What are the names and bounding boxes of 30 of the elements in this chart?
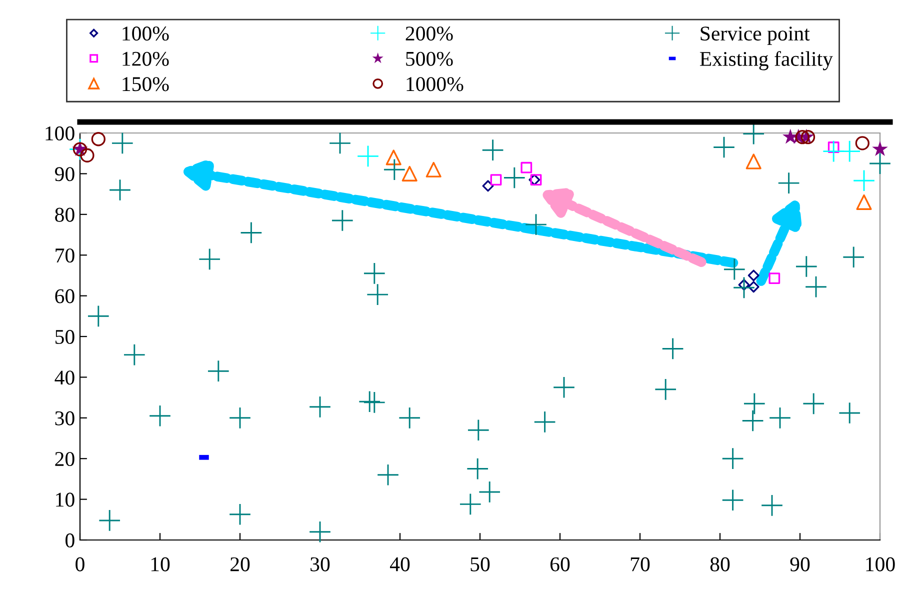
x-tick-label: 40: [390, 557, 410, 572]
y-tick-label: 30: [55, 411, 74, 426]
y-tick-label: 80: [55, 208, 74, 222]
x-tick-label: 70: [630, 557, 650, 572]
legend-label: 120%: [122, 52, 169, 66]
legend-label: Service point: [700, 26, 810, 45]
x-tick-label: 100: [866, 557, 895, 572]
y-tick-label: 90: [54, 167, 74, 182]
legend-label: Existing facility: [700, 51, 833, 70]
y-tick-label: 50: [56, 330, 74, 344]
legend-label: 150%: [122, 77, 169, 92]
legend-label: 500%: [406, 52, 453, 66]
x-tick-label: 0: [76, 557, 84, 572]
y-tick-label: 60: [55, 289, 74, 304]
y-tick-label: 70: [56, 248, 74, 263]
y-tick-label: 10: [56, 492, 74, 507]
y-tick-label: 100: [46, 126, 74, 140]
x-tick-label: 80: [710, 557, 730, 572]
x-tick-label: 60: [550, 557, 570, 572]
legend-label: 200%: [406, 26, 453, 41]
y-tick-label: 40: [54, 370, 74, 385]
x-tick-label: 10: [151, 557, 170, 572]
legend-label: 100%: [122, 26, 169, 41]
y-tick-label: 0: [66, 533, 74, 548]
legend-label: 1000%: [406, 77, 464, 92]
x-tick-label: 50: [470, 557, 490, 572]
y-tick-label: 20: [55, 452, 74, 466]
x-tick-label: 20: [230, 557, 250, 572]
x-tick-label: 30: [310, 557, 330, 572]
x-tick-label: 90: [790, 557, 810, 572]
